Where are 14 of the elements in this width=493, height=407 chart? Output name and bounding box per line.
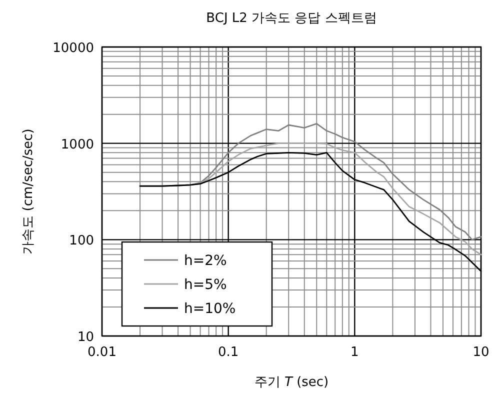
chart-title: BCJ L2 가속도 응답 스펙트럼	[206, 11, 377, 26]
x-tick-label: 0.01	[88, 345, 116, 360]
y-tick-label: 100	[69, 234, 94, 249]
legend-label: h=10%	[184, 301, 236, 317]
x-tick-label: 1	[350, 345, 359, 360]
y-tick-label: 10	[77, 330, 94, 345]
legend-label: h=5%	[184, 277, 227, 293]
x-tick-label: 10	[472, 345, 490, 360]
x-tick-label: 0.1	[218, 345, 239, 360]
y-tick-label: 1000	[60, 137, 94, 152]
y-tick-label: 10000	[52, 41, 94, 56]
legend-label: h=2%	[184, 253, 227, 269]
y-axis-title: 가속도 (cm/sec/sec)	[21, 128, 36, 254]
x-axis-title: 주기 T (sec)	[254, 375, 329, 390]
